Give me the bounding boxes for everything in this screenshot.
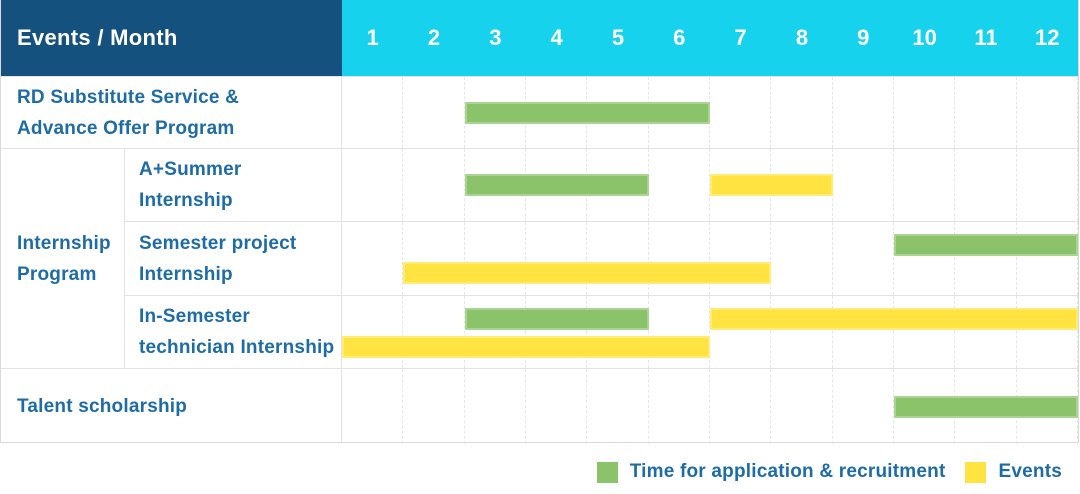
application-bar [464,174,649,196]
month-grid-cell [1017,222,1078,295]
month-grid-cell [894,149,956,221]
row-semester-project: Semester project Internship [125,221,1078,295]
month-grid-cell [894,222,956,295]
month-grid-cell [894,77,956,148]
event-bar [710,174,833,196]
event-bar [710,308,1078,330]
row-in-semester-technician: In-Semester technician Internship [125,295,1078,368]
month-label-4: 4 [550,25,563,50]
legend-item-events: Events [965,461,1062,483]
month-grid-cell [833,369,894,444]
row-label: Semester project Internship [125,222,342,295]
legend-label: Time for application & recruitment [629,461,946,482]
month-grid-cell [710,369,772,444]
month-grid-cell [526,296,588,368]
events-month-header: Events / Month [1,0,342,76]
month-grid-cell [833,222,894,295]
month-grid-cell [833,149,894,221]
legend-item-application: Time for application & recruitment [596,461,946,483]
month-grid-cell [526,369,588,444]
month-grid-cell [955,77,1017,148]
month-grid-cell [833,296,894,368]
month-grid-cell [955,296,1017,368]
month-grid-cell [342,149,404,221]
internship-program-group: Internship Program A+Summer Internship S… [1,148,1078,368]
month-label-6: 6 [673,25,686,50]
month-grid-cell [403,149,465,221]
month-label-3: 3 [489,25,502,50]
month-grid-cell [955,149,1017,221]
header-row: Events / Month 1 2 3 4 5 6 7 8 9 10 11 12 [1,0,1078,76]
month-label-8: 8 [795,25,809,50]
application-bar [464,308,649,330]
month-grid-cell [649,369,710,444]
legend-label: Events [998,461,1062,482]
month-header: 1 2 3 4 5 6 7 8 9 10 11 12 [342,0,1078,76]
month-grid-cell [771,296,833,368]
month-grid-cell [526,222,588,295]
month-grid-cell [465,296,526,368]
yellow-swatch-icon [965,461,987,483]
month-grid-cell [649,149,710,221]
month-grid-cell [1017,149,1078,221]
month-grid-cell [465,222,526,295]
legend: Time for application & recruitment Event… [0,456,1062,488]
month-grid-cell [649,222,710,295]
row-talent-scholarship: Talent scholarship [1,368,1078,444]
month-grid-cell [403,77,465,148]
month-grid-cell [833,77,894,148]
row-label: Talent scholarship [1,369,342,444]
month-grid-cell [403,296,465,368]
month-label-12: 12 [1035,25,1060,50]
month-grid-cell [771,369,833,444]
month-grid-cell [587,222,649,295]
gantt-row-chart [342,369,1078,444]
gantt-row-chart [342,296,1078,368]
month-grid-cell [587,369,649,444]
month-grid-cell [342,296,404,368]
gantt-row-chart [342,222,1078,295]
green-swatch-icon [596,461,618,483]
month-grid-cell [403,369,465,444]
month-grid-cell [342,77,404,148]
month-label-11: 11 [974,25,998,50]
event-bar [403,262,772,284]
row-rd-substitute: RD Substitute Service & Advance Offer Pr… [1,76,1078,148]
month-grid-cell [342,222,404,295]
row-label: RD Substitute Service & Advance Offer Pr… [1,77,342,148]
month-label-7: 7 [734,25,747,50]
month-grid-cell [649,296,710,368]
month-label-2: 2 [427,25,441,50]
gantt-table: Events / Month 1 2 3 4 5 6 7 8 9 10 11 12 RD Substi… [0,0,1079,444]
month-grid-cell [894,296,956,368]
month-grid-cell [403,222,465,295]
month-label-5: 5 [611,25,625,50]
month-grid-cell [710,222,772,295]
row-label: A+Summer Internship [125,149,342,221]
group-label: Internship Program [1,149,125,368]
month-grid-cell [587,296,649,368]
month-grid-cell [1017,77,1078,148]
month-grid-cell [710,77,772,148]
application-bar [464,101,710,124]
month-grid-cell [1017,296,1078,368]
gantt-row-chart [342,77,1078,148]
event-bar [342,336,710,358]
gantt-row-chart [342,149,1078,221]
application-bar [894,234,1078,256]
month-label-9: 9 [857,25,870,50]
month-grid-cell [465,369,526,444]
row-a-plus-summer: A+Summer Internship [125,149,1078,221]
month-label-10: 10 [912,25,937,50]
application-bar [894,395,1078,418]
month-grid-cell [771,77,833,148]
row-label: In-Semester technician Internship [125,296,342,368]
month-grid-cell [710,296,772,368]
month-grid-cell [955,222,1017,295]
month-grid-cell [771,222,833,295]
month-label-1: 1 [366,25,379,50]
month-grid-cell [342,369,404,444]
